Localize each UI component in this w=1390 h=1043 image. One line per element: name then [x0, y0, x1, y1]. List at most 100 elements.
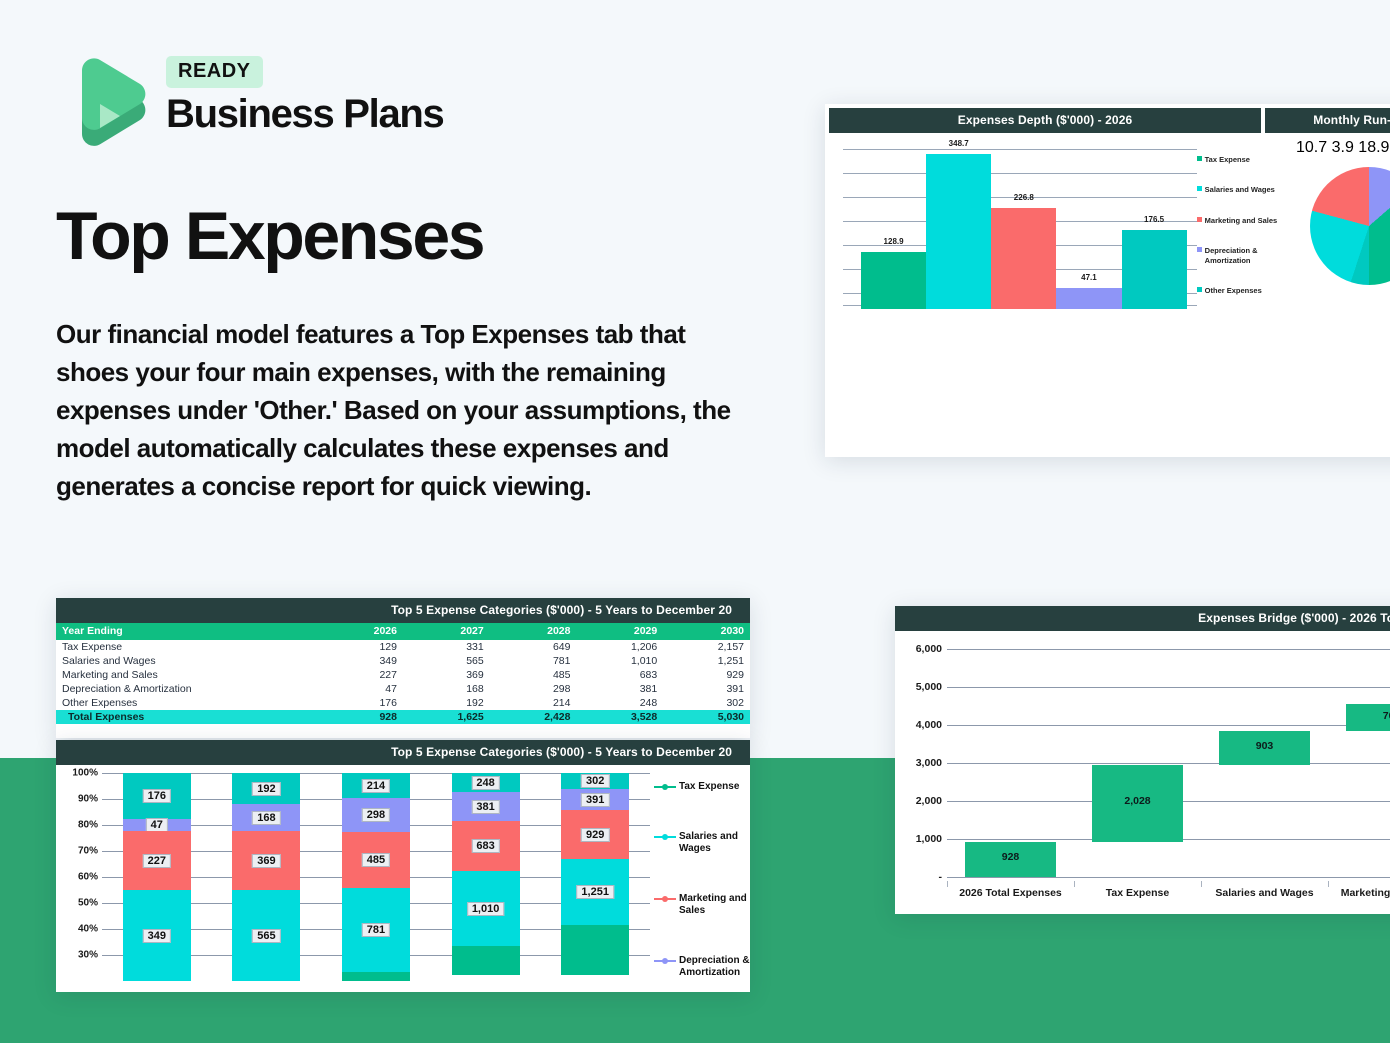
bar-value-label: 128.9 [883, 237, 904, 246]
seg-label: 192 [252, 781, 281, 796]
pie-slices [1310, 167, 1390, 285]
cell: 929 [726, 669, 744, 681]
seg-label: 1,010 [466, 901, 505, 916]
seg-other-expenses: 248 [451, 773, 520, 792]
seg-other-expenses: 176 [122, 772, 191, 819]
bridge-value-label: 903 [1255, 740, 1274, 752]
cell: 369 [466, 669, 484, 681]
bar-salaries-and-wages: 348.7 [926, 139, 992, 309]
seg-label: 349 [142, 928, 171, 943]
ytick: 3,000 [915, 757, 942, 769]
legend-item-tax-expense: Tax Expense [654, 781, 750, 793]
ytick: 90% [77, 793, 98, 805]
legend-item-marketing-and-sales: Marketing and Sales [654, 893, 750, 917]
expenses-bridge-body: 6,000 5,000 4,000 3,000 2,000 1,000 - 92… [895, 631, 1390, 887]
cell: 381 [639, 683, 658, 695]
cell: 192 [466, 697, 484, 709]
legend-label: Other Expenses [1204, 285, 1262, 295]
seg-tax [342, 972, 410, 981]
stacked-expense-chart-panel: Top 5 Expense Categories ($'000) - 5 Yea… [56, 740, 750, 992]
legend-label: Tax Expense [679, 781, 740, 792]
seg-other-expenses: 214 [342, 773, 410, 798]
seg-label: 248 [471, 775, 500, 790]
ytick: 50% [77, 897, 98, 909]
table-row: Other Expenses 176 192 214 248 302 [56, 696, 750, 710]
cell: 298 [552, 683, 571, 695]
table-row: Marketing and Sales 227 369 485 683 929 [56, 668, 750, 682]
cell: 47 [385, 683, 397, 695]
total-cell: 2,428 [544, 711, 571, 723]
stacked-col-2026: 176 47 227 349 [102, 767, 212, 982]
depth-and-runrate-panel: Expenses Depth ($'000) - 2026 Monthly Ru… [825, 104, 1390, 457]
seg-depreciation: 47 [122, 817, 191, 832]
ready-badge: READY [166, 56, 263, 88]
seg-depreciation: 391 [561, 789, 630, 810]
xtick: Salaries and Wages [1215, 887, 1314, 899]
pie-label-other-expenses: 3.9 [1331, 139, 1354, 156]
cell: 781 [552, 655, 571, 667]
expense-table: Year Ending 2026 2027 2028 2029 2030 Tax… [56, 623, 750, 724]
seg-marketing: 227 [122, 831, 191, 891]
stacked-chart-y-axis: 100% 90% 80% 70% 60% 50% 40% 30% [56, 767, 102, 981]
cell: 683 [639, 669, 658, 681]
stacked-chart-legend: Tax Expense Salaries and Wages Marketing… [654, 767, 750, 981]
seg-salaries: 781 [342, 888, 410, 972]
seg-label: 381 [471, 799, 500, 814]
ytick: 30% [77, 949, 98, 961]
pie-label-depreciation: 10.7 [1296, 139, 1328, 156]
legend-label: Depreciation & Amortization [1204, 246, 1258, 265]
total-label: Total Expenses [68, 711, 145, 723]
bridge-col-tax-expense: 2,028 [1074, 631, 1201, 887]
ytick: 60% [77, 871, 98, 883]
expense-table-title: Top 5 Expense Categories ($'000) - 5 Yea… [56, 598, 750, 623]
row-label: Salaries and Wages [62, 655, 156, 667]
bridge-y-axis: 6,000 5,000 4,000 3,000 2,000 1,000 - [895, 631, 947, 887]
seg-label: 214 [361, 778, 391, 793]
total-cell: 3,528 [630, 711, 658, 723]
total-cell: 5,030 [717, 711, 744, 723]
seg-salaries: 565 [232, 890, 301, 981]
seg-label: 168 [252, 810, 281, 825]
stacked-chart-title: Top 5 Expense Categories ($'000) - 5 Yea… [56, 740, 750, 765]
seg-marketing: 929 [561, 810, 630, 859]
expenses-bridge-title: Expenses Bridge ($'000) - 2026 Total Exp… [895, 606, 1390, 631]
xtick: Marketing and Sales [1340, 887, 1390, 899]
bridge-value-label: 2,028 [1124, 795, 1151, 807]
seg-depreciation: 298 [342, 798, 410, 832]
seg-other-expenses: 302 [561, 773, 630, 789]
cell: 649 [552, 641, 571, 653]
table-row: Tax Expense 129 331 649 1,206 2,157 [56, 640, 750, 654]
brand-name: Business Plans [166, 92, 445, 136]
seg-label: 485 [361, 853, 391, 867]
depth-chart-legend: Tax Expense Salaries and Wages Marketing… [1196, 139, 1296, 309]
legend-label: Salaries and Wages [679, 831, 738, 854]
cell: 485 [552, 669, 571, 681]
bar-value-label: 47.1 [1081, 273, 1097, 282]
legend-label: Marketing and Sales [1204, 215, 1278, 225]
monthly-runrate-title: Monthly Run-Rate ($'000) - [1265, 108, 1390, 133]
seg-label: 683 [471, 839, 500, 853]
brand-lockup: READY Business Plans [56, 56, 445, 156]
bridge-value-label: 702 [1382, 710, 1390, 722]
table-col-2027: 2027 [460, 625, 484, 637]
legend-item-salaries-and-wages: Salaries and Wages [1196, 185, 1296, 194]
bar-series: 128.9 348.7 226.8 47.1 176.5 [861, 139, 1187, 309]
ytick: - [938, 871, 943, 883]
expenses-bridge-panel: Expenses Bridge ($'000) - 2026 Total Exp… [895, 606, 1390, 914]
table-col-2028: 2028 [547, 625, 571, 637]
cell: 214 [552, 697, 571, 709]
expenses-depth-chart: 128.9 348.7 226.8 47.1 176.5 [843, 139, 1197, 309]
ytick: 5,000 [915, 681, 942, 693]
table-row: Depreciation & Amortization 47 168 298 3… [56, 682, 750, 696]
cell: 176 [379, 697, 397, 709]
cell: 349 [379, 655, 397, 667]
bridge-col-salaries-and-wages: 903 [1201, 631, 1328, 887]
seg-label: 929 [580, 827, 610, 842]
ytick: 70% [77, 845, 98, 857]
seg-depreciation: 381 [451, 792, 520, 821]
ytick: 2,000 [915, 795, 942, 807]
bridge-x-labels: 2026 Total Expenses Tax Expense Salaries… [895, 887, 1390, 899]
page-title: Top Expenses [56, 198, 486, 274]
seg-label: 369 [252, 853, 281, 868]
legend-item-depreciation-amortization: Depreciation & Amortization [1196, 246, 1296, 265]
